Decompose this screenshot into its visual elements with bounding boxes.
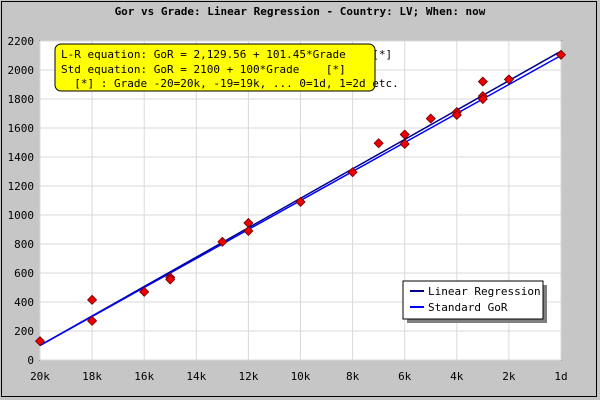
annotation-line-lr: L-R equation: GoR = 2,129.56 + 101.45*Gr… [61,48,392,61]
legend-box [402,280,544,320]
grid-lines [39,40,562,361]
chart-title: Gor vs Grade: Linear Regression - Countr… [115,5,486,18]
y-tick-label: 1000 [8,209,35,222]
data-point [139,286,150,297]
y-tick-label: 1600 [8,122,35,135]
annotation-background [54,43,376,92]
axis-labels: 0 200 400 600 800 1000 1200 1400 1600 1800 2000 220… [8,35,568,383]
y-tick-label: 1800 [8,93,35,106]
x-tick-label: 10k [291,370,311,383]
data-point [425,113,436,124]
data-point [503,74,514,85]
data-point [165,274,176,285]
data-point [295,196,306,208]
annotation-line-grade-note: [*] : Grade -20=20k, -19=19k, ... 0=1d, … [61,77,399,90]
legend-label-linear-regression: Linear Regression [428,285,541,298]
data-point [373,138,384,149]
y-tick-label: 1400 [8,151,35,164]
legend: Linear Regression Standard GoR [402,280,547,323]
x-tick-label: 16k [134,370,154,383]
y-tick-label: 1200 [8,180,35,193]
x-tick-label: 2k [502,370,516,383]
data-point [87,315,98,326]
data-point [87,294,98,305]
data-point [555,49,567,60]
equation-annotation: L-R equation: GoR = 2,129.56 + 101.45*Gr… [54,43,399,92]
annotation-line-std: Std equation: GoR = 2100 + 100*Grade [*] [61,63,346,76]
data-point [347,167,358,178]
x-tick-label: 4k [450,370,464,383]
x-tick-label: 8k [346,370,360,383]
y-tick-label: 2000 [8,64,35,77]
data-point [217,236,228,247]
x-tick-label: 12k [238,370,258,383]
data-point [399,138,410,150]
x-tick-label: 6k [398,370,412,383]
data-points [34,49,567,347]
y-tick-label: 200 [14,325,34,338]
x-tick-label: 1d [554,370,567,383]
data-point [451,109,462,121]
legend-label-standard-gor: Standard GoR [428,301,508,314]
data-point [243,225,254,237]
y-tick-label: 400 [14,296,34,309]
x-tick-label: 20k [30,370,50,383]
x-tick-label: 18k [82,370,102,383]
x-tick-label: 14k [186,370,206,383]
y-tick-label: 800 [14,238,34,251]
data-point [477,93,488,105]
data-point [477,76,488,87]
y-tick-label: 2200 [8,35,35,48]
y-tick-label: 600 [14,267,34,280]
data-point [34,336,46,347]
y-tick-label: 0 [27,354,34,367]
